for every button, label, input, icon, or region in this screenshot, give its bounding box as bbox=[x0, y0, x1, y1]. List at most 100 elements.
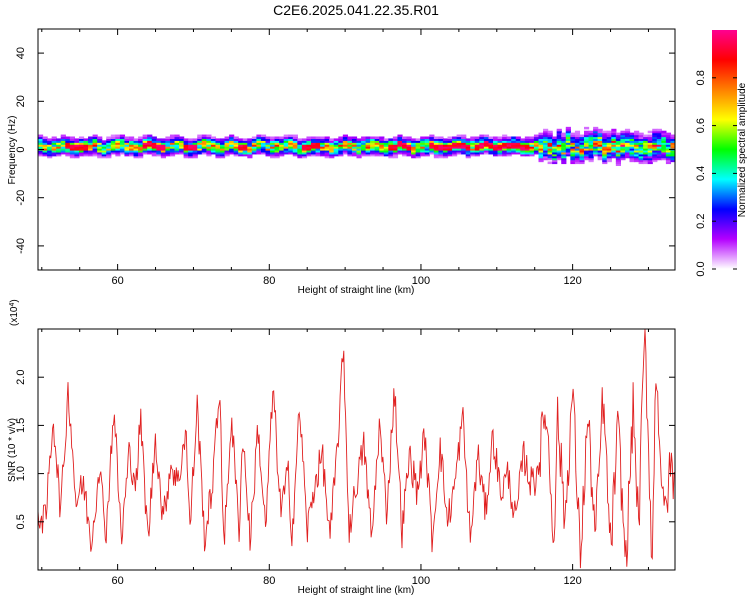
spectrogram-cell bbox=[593, 128, 599, 132]
spectrogram-cell bbox=[611, 149, 617, 153]
spectrogram-cell bbox=[602, 153, 608, 157]
spectrogram-cell bbox=[342, 140, 348, 143]
spectrogram-cell bbox=[611, 140, 617, 143]
spectrogram-cell bbox=[429, 149, 435, 153]
spectrogram-cell bbox=[652, 136, 658, 140]
spectrogram-cell bbox=[329, 146, 335, 149]
spectrogram-cell bbox=[242, 153, 248, 157]
spectrogram-cell bbox=[270, 155, 276, 159]
spectrogram-cell bbox=[579, 134, 585, 138]
spectrogram-cell bbox=[543, 148, 549, 151]
spectrogram-cell bbox=[138, 149, 144, 153]
x-tick-label: 100 bbox=[412, 575, 430, 587]
spectrogram-cell bbox=[493, 142, 499, 145]
spectrogram-cell bbox=[179, 149, 185, 153]
spectrogram-cell bbox=[647, 142, 653, 145]
spectrogram-cell bbox=[556, 136, 562, 140]
spectrogram-cell bbox=[201, 142, 207, 145]
spectrogram-cell bbox=[643, 155, 649, 159]
spectrogram-cell bbox=[588, 151, 594, 155]
spectrogram-cell bbox=[529, 136, 535, 140]
spectrogram-cell bbox=[179, 136, 185, 140]
spectrogram-cell bbox=[670, 136, 675, 140]
spectrogram-cell bbox=[92, 153, 98, 157]
spectrogram-cell bbox=[593, 140, 599, 143]
spectrogram-cell bbox=[615, 142, 621, 145]
spectrogram-cell bbox=[101, 151, 107, 155]
spectrogram-cell bbox=[92, 134, 98, 138]
spectrogram-cell bbox=[129, 153, 135, 157]
spectrogram-cell bbox=[638, 146, 644, 149]
spectrogram-cell bbox=[675, 136, 680, 139]
spectrogram-cell bbox=[160, 149, 166, 153]
spectrogram-cell bbox=[593, 126, 599, 130]
spectrogram-cell bbox=[524, 140, 530, 143]
spectrogram-cell bbox=[69, 146, 75, 149]
spectrogram-cell bbox=[497, 140, 503, 143]
spectrogram-cell bbox=[506, 149, 512, 153]
spectrogram-cell bbox=[652, 151, 658, 155]
spectrogram-cell bbox=[97, 151, 103, 155]
spectrogram-cell bbox=[374, 146, 380, 149]
spectrogram-cell bbox=[493, 148, 499, 151]
x-tick-label: 120 bbox=[563, 575, 581, 587]
spectrogram-cell bbox=[160, 151, 166, 155]
spectrogram-cell bbox=[160, 146, 166, 149]
spectrogram-cell bbox=[647, 146, 653, 149]
spectrogram-cell bbox=[160, 155, 166, 159]
spectrogram-cell bbox=[620, 136, 626, 140]
spectrogram-cell bbox=[402, 144, 408, 147]
spectrogram-cell bbox=[110, 140, 116, 143]
spectrogram-cell bbox=[643, 136, 649, 140]
spectrogram-cell bbox=[256, 142, 262, 145]
spectrogram-cell bbox=[552, 138, 558, 141]
spectrogram-cell bbox=[593, 132, 599, 136]
spectrogram-cell bbox=[552, 140, 558, 143]
spectrogram-cell bbox=[411, 144, 417, 147]
spectrogram-cell bbox=[656, 140, 662, 143]
spectrogram-cell bbox=[129, 136, 135, 140]
spectrogram-cell bbox=[665, 159, 672, 163]
spectrogram-cell bbox=[197, 151, 203, 155]
spectrogram-cell bbox=[452, 140, 458, 143]
spectrogram-cell bbox=[192, 142, 198, 145]
spectrogram-cell bbox=[374, 142, 380, 145]
spectrogram-cell bbox=[670, 146, 675, 149]
spectrogram-cell bbox=[511, 140, 517, 143]
spectrogram-cell bbox=[615, 163, 621, 167]
spectrogram-cell bbox=[543, 146, 549, 149]
spectrogram-cell bbox=[675, 148, 680, 151]
spectrogram-cell bbox=[124, 153, 130, 157]
spectrogram-cell bbox=[274, 155, 280, 159]
spectrogram-cell bbox=[160, 144, 166, 147]
spectrogram-cell bbox=[379, 138, 385, 141]
spectrogram-cell bbox=[465, 146, 471, 149]
spectrogram-cell bbox=[374, 149, 380, 153]
spectrogram-cell bbox=[483, 149, 490, 153]
spectrogram-cell bbox=[588, 149, 594, 153]
spectrogram-cell bbox=[424, 136, 430, 140]
spectrogram-cell bbox=[151, 153, 157, 157]
spectrogram-cell bbox=[588, 153, 594, 157]
spectrogram-cell bbox=[229, 149, 235, 153]
spectrogram-cell bbox=[524, 146, 530, 149]
spectrogram-cell bbox=[115, 142, 121, 145]
spectrogram-cell bbox=[665, 132, 672, 136]
spectrogram-cell bbox=[538, 159, 544, 163]
spectrogram-cell bbox=[351, 148, 358, 151]
spectrogram-cell bbox=[379, 151, 385, 155]
spectrogram-cell bbox=[374, 148, 380, 151]
spectrogram-cell bbox=[502, 149, 508, 153]
spectrogram-cell bbox=[320, 136, 326, 140]
spectrogram-cell bbox=[365, 142, 371, 145]
spectrogram-cell bbox=[260, 140, 267, 143]
spectrogram-cell bbox=[634, 157, 640, 161]
spectrogram-cell bbox=[529, 153, 535, 157]
spectrogram-cell bbox=[38, 136, 44, 140]
spectrogram-cell bbox=[652, 140, 658, 143]
spectrogram-cell bbox=[447, 148, 453, 151]
spectrogram-cell bbox=[533, 146, 540, 149]
spectrogram-cell bbox=[160, 142, 166, 145]
spectrogram-cell bbox=[361, 144, 367, 147]
spectrogram-cell bbox=[470, 144, 476, 147]
